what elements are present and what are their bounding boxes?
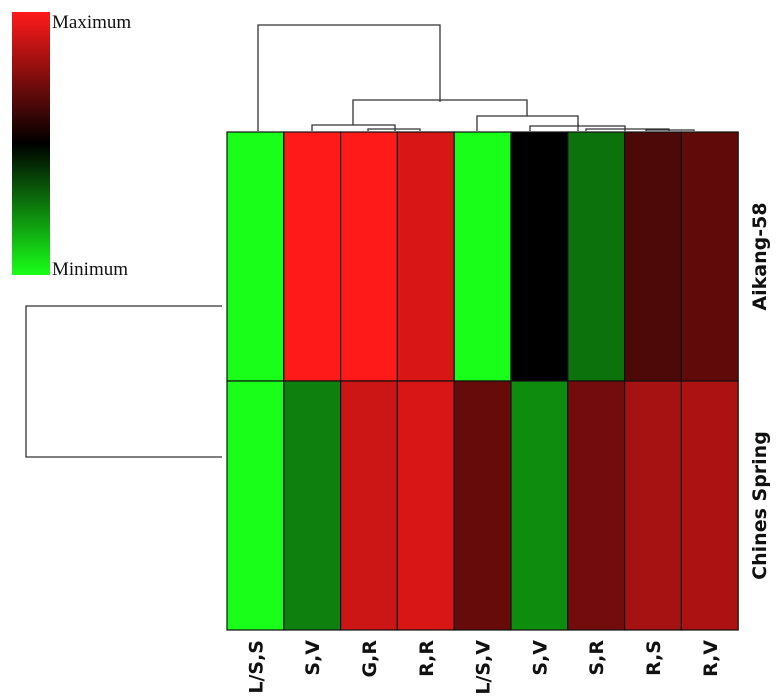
heatmap-cell	[510, 380, 569, 631]
heatmap-cell	[453, 380, 512, 631]
column-label: S,V	[529, 640, 551, 676]
heatmap-cells	[226, 131, 739, 631]
heatmap-cell	[567, 380, 626, 631]
column-label: S,R	[586, 640, 608, 676]
column-label: S,V	[302, 640, 324, 676]
column-label: R,V	[700, 640, 722, 677]
color-scale-bar	[12, 12, 50, 275]
column-label: L/S,V	[473, 640, 495, 695]
column-label: R,R	[416, 640, 438, 677]
column-dendrogram	[257, 24, 695, 131]
heatmap-cell	[283, 380, 342, 631]
row-dendrogram	[25, 305, 222, 458]
heatmap-cell	[510, 131, 569, 382]
legend-min-label: Minimum	[52, 259, 128, 280]
row-labels: Aikang-58 Chines Spring	[749, 202, 771, 579]
column-label: L/S,S	[245, 640, 267, 694]
column-label: R,S	[643, 640, 665, 676]
column-labels: L/S,S S,V G,R R,R L/S,V S,V S,R R,S R,V	[245, 640, 721, 695]
heatmap-cell	[623, 380, 682, 631]
heatmap-cell	[396, 380, 455, 631]
heatmap-cell	[453, 131, 512, 382]
column-label: G,R	[359, 640, 381, 678]
legend-max-label: Maximum	[52, 12, 131, 33]
heatmap-cell	[623, 131, 682, 382]
row-label: Chines Spring	[749, 431, 771, 580]
heatmap-cell	[680, 380, 739, 631]
heatmap-cell	[226, 131, 285, 382]
heatmap-cell	[340, 380, 399, 631]
heatmap-cell	[226, 380, 285, 631]
heatmap-cell	[567, 131, 626, 382]
heatmap-cell	[396, 131, 455, 382]
heatmap-cell	[680, 131, 739, 382]
heatmap-cell	[283, 131, 342, 382]
row-label: Aikang-58	[749, 202, 771, 310]
heatmap-cell	[340, 131, 399, 382]
